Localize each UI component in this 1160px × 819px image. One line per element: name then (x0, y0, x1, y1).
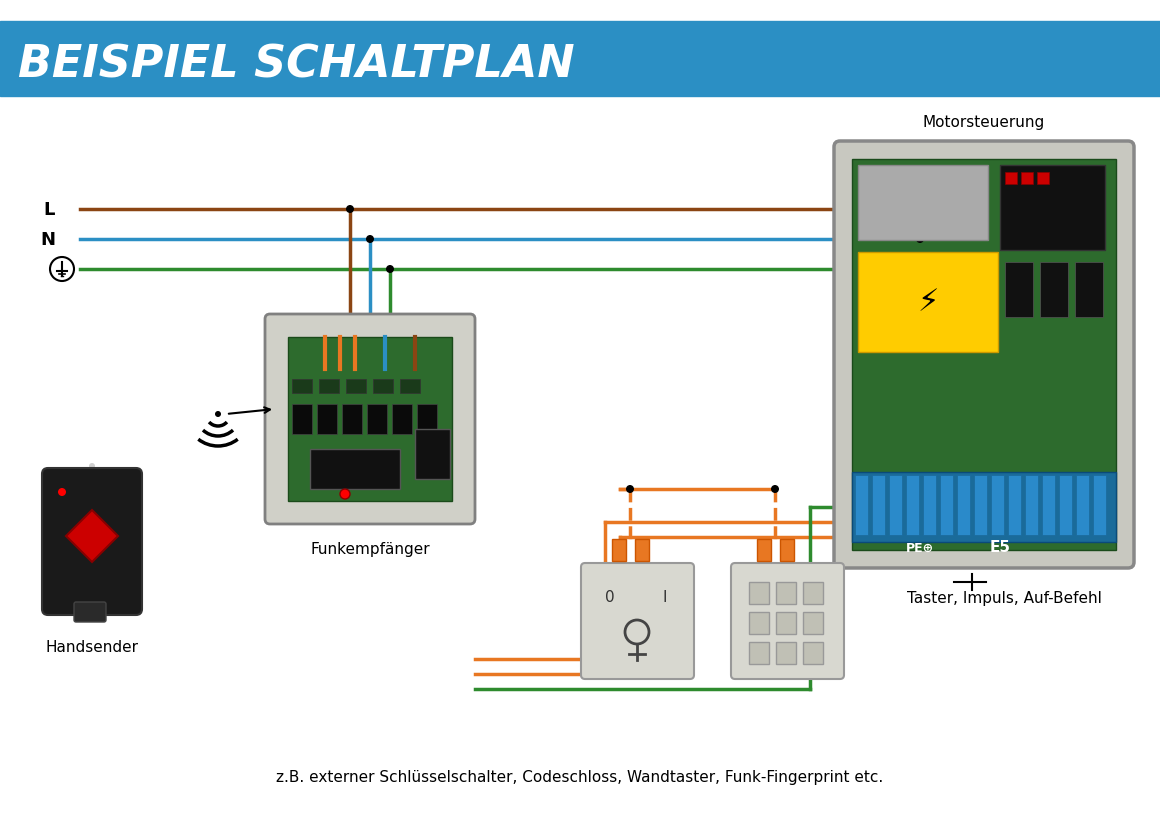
Bar (858, 253, 998, 352)
Bar (923, 475, 936, 536)
Text: PE⊕: PE⊕ (906, 541, 934, 554)
Bar (1076, 475, 1089, 536)
Circle shape (936, 265, 944, 274)
Bar (1000, 165, 1105, 251)
Bar (292, 405, 312, 434)
Text: Taster, Impuls, Auf-Befehl: Taster, Impuls, Auf-Befehl (907, 590, 1102, 605)
Bar (1005, 173, 1017, 185)
Polygon shape (66, 510, 118, 563)
Bar (288, 337, 452, 501)
Circle shape (346, 206, 354, 214)
FancyBboxPatch shape (264, 314, 474, 524)
Bar (415, 429, 450, 479)
Bar (1042, 475, 1054, 536)
Circle shape (367, 236, 374, 244)
Bar (858, 165, 988, 241)
Circle shape (626, 486, 635, 493)
Bar (749, 582, 769, 604)
Bar (612, 540, 626, 561)
FancyBboxPatch shape (581, 563, 694, 679)
Bar (392, 405, 412, 434)
Bar (780, 540, 793, 561)
Bar (851, 160, 1116, 550)
Text: I: I (662, 590, 667, 604)
Bar (346, 379, 367, 393)
Bar (974, 475, 987, 536)
Text: Handsender: Handsender (45, 639, 138, 654)
Bar (749, 613, 769, 634)
Bar (1093, 475, 1105, 536)
Bar (940, 475, 954, 536)
FancyBboxPatch shape (834, 142, 1134, 568)
Bar (1025, 475, 1038, 536)
Bar (991, 475, 1005, 536)
Circle shape (386, 265, 394, 274)
Bar (374, 379, 393, 393)
Circle shape (896, 206, 904, 214)
Text: L: L (44, 201, 55, 219)
Bar (1075, 263, 1103, 318)
Bar (855, 475, 868, 536)
Bar (1021, 173, 1034, 185)
Circle shape (771, 486, 780, 493)
Bar (776, 582, 796, 604)
FancyBboxPatch shape (731, 563, 844, 679)
Bar (776, 613, 796, 634)
Text: Funkempfänger: Funkempfänger (310, 541, 430, 556)
Text: N: N (39, 231, 55, 249)
Bar (1059, 475, 1072, 536)
Bar (416, 405, 437, 434)
Bar (0, 22, 1160, 97)
Bar (310, 450, 400, 490)
Bar (803, 642, 822, 664)
Bar (292, 379, 312, 393)
Bar (776, 642, 796, 664)
Bar (400, 379, 420, 393)
Circle shape (89, 464, 95, 469)
Text: BEISPIEL SCHALTPLAN: BEISPIEL SCHALTPLAN (19, 43, 574, 86)
Bar (957, 475, 970, 536)
Circle shape (58, 488, 66, 496)
Bar (1041, 263, 1068, 318)
Bar (635, 540, 648, 561)
Bar (342, 405, 362, 434)
Circle shape (916, 236, 925, 244)
Bar (872, 475, 885, 536)
Bar (889, 475, 902, 536)
FancyBboxPatch shape (74, 602, 106, 622)
FancyBboxPatch shape (42, 468, 142, 615)
Bar (1008, 475, 1021, 536)
Bar (851, 473, 1116, 542)
Bar (1005, 263, 1034, 318)
Bar (906, 475, 919, 536)
Circle shape (340, 490, 350, 500)
Bar (803, 613, 822, 634)
Bar (319, 379, 339, 393)
Bar (757, 540, 771, 561)
Text: Motorsteuerung: Motorsteuerung (923, 115, 1045, 130)
Text: 0: 0 (606, 590, 615, 604)
Circle shape (215, 411, 222, 418)
Bar (367, 405, 387, 434)
Text: E5: E5 (989, 540, 1010, 554)
Text: ⚡: ⚡ (918, 288, 938, 317)
Bar (749, 642, 769, 664)
Bar (1037, 173, 1049, 185)
Bar (317, 405, 338, 434)
Bar (803, 582, 822, 604)
Text: z.B. externer Schlüsselschalter, Codeschloss, Wandtaster, Funk-Fingerprint etc.: z.B. externer Schlüsselschalter, Codesch… (276, 770, 884, 785)
